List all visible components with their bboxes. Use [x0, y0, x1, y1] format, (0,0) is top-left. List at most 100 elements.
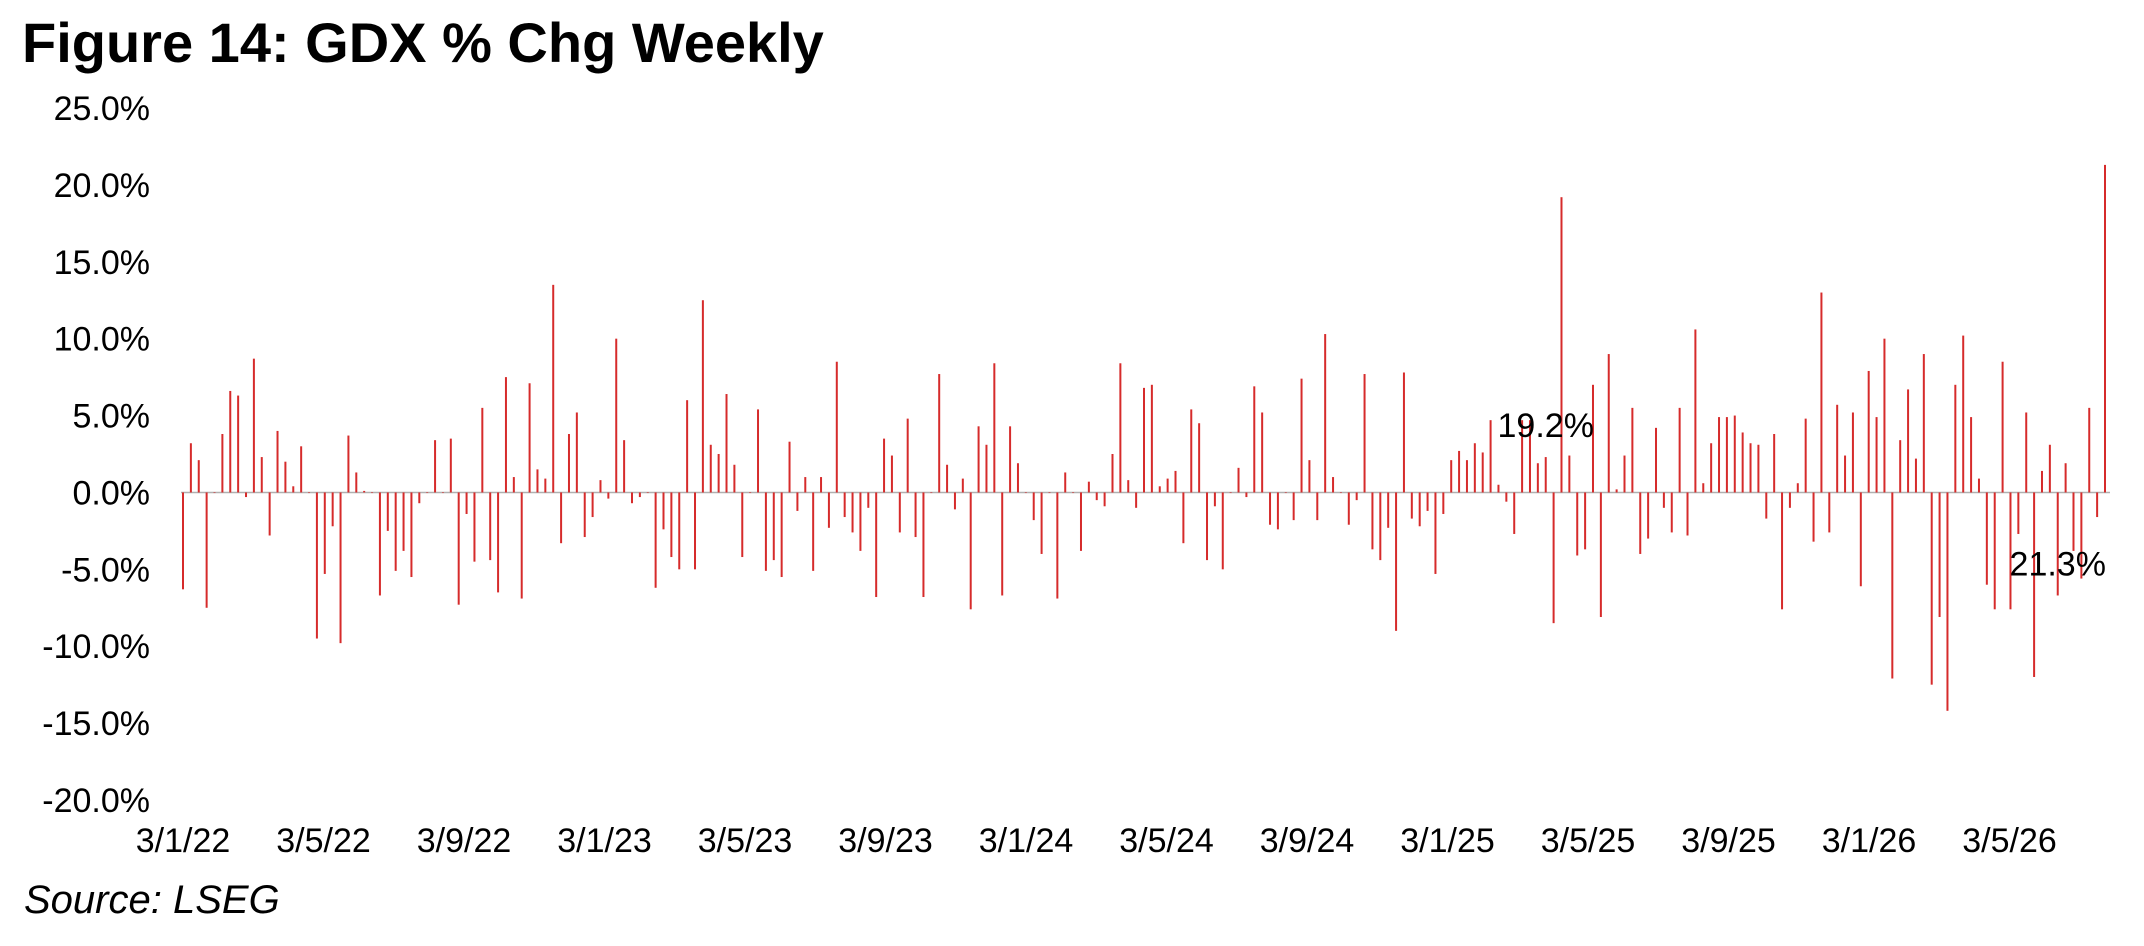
bar: [434, 440, 437, 493]
bar: [654, 492, 657, 588]
bar: [1749, 443, 1752, 493]
bar: [1781, 492, 1784, 610]
bar: [1623, 455, 1626, 493]
bar: [741, 492, 744, 558]
y-tick-label: 10.0%: [54, 321, 150, 359]
bar: [1442, 492, 1445, 514]
bar: [497, 492, 500, 593]
bar: [883, 438, 886, 493]
bar: [1513, 492, 1516, 534]
bar: [1245, 492, 1248, 498]
bar: [512, 477, 515, 493]
bar: [2056, 492, 2059, 596]
bar: [835, 361, 838, 493]
bar: [1174, 470, 1177, 493]
bar: [599, 480, 602, 493]
bar: [1828, 492, 1831, 533]
bar: [1355, 492, 1358, 501]
bar: [1954, 384, 1957, 493]
bar: [520, 492, 523, 599]
bar: [284, 461, 287, 493]
bar: [378, 492, 381, 596]
bar: [2080, 492, 2083, 579]
x-tick-label: 3/9/24: [1260, 822, 1355, 860]
bar: [646, 492, 649, 494]
bar: [993, 363, 996, 493]
bar: [1773, 434, 1776, 493]
bar: [2048, 444, 2051, 493]
x-tick-label: 3/9/23: [838, 822, 933, 860]
y-axis-tick-labels: 25.0% 20.0% 15.0% 10.0% 5.0% 0.0% -5.0% -10.0% -…: [42, 90, 150, 820]
bar: [1253, 386, 1256, 493]
bar: [1718, 417, 1721, 493]
y-tick-label: -20.0%: [42, 782, 150, 820]
bar: [205, 492, 208, 608]
bar: [268, 492, 271, 536]
bar: [985, 444, 988, 493]
bar: [1694, 329, 1697, 493]
bar: [1481, 452, 1484, 493]
bar: [1804, 418, 1807, 493]
bar: [812, 492, 815, 571]
bar: [953, 492, 956, 510]
bar: [1229, 492, 1232, 494]
x-tick-label: 3/9/22: [417, 822, 512, 860]
bar: [1418, 492, 1421, 527]
bar: [197, 460, 200, 493]
bar: [733, 464, 736, 493]
bar: [300, 446, 303, 493]
bar: [1032, 492, 1035, 521]
bar: [426, 492, 429, 494]
bar: [1615, 489, 1618, 493]
chart-title: Figure 14: GDX % Chg Weekly: [22, 11, 824, 74]
bar: [1875, 417, 1878, 493]
x-tick-label: 3/1/22: [136, 822, 231, 860]
bar: [1844, 455, 1847, 493]
bar: [260, 457, 263, 493]
bar: [221, 434, 224, 493]
bar: [1182, 492, 1185, 544]
x-tick-label: 3/5/22: [276, 822, 371, 860]
bar: [1087, 481, 1090, 493]
bar: [189, 443, 192, 493]
bar: [1725, 417, 1728, 493]
bar: [694, 492, 697, 570]
peak-value-label: 21.3%: [2010, 545, 2106, 583]
bar: [1395, 492, 1398, 631]
bar: [323, 492, 326, 574]
bar: [1465, 460, 1468, 493]
bar: [875, 492, 878, 598]
x-tick-label: 3/1/23: [557, 822, 652, 860]
bar: [2025, 412, 2028, 493]
bar: [1710, 443, 1713, 493]
bar: [1458, 450, 1461, 493]
bar: [1568, 455, 1571, 493]
bar: [418, 492, 421, 504]
bar: [1135, 492, 1138, 508]
bar: [2088, 407, 2091, 493]
bar: [402, 492, 405, 551]
bar: [1269, 492, 1272, 525]
bar: [2096, 492, 2099, 518]
bar: [2017, 492, 2020, 534]
y-tick-label: -5.0%: [61, 551, 150, 589]
bar: [1387, 492, 1390, 528]
bar: [1505, 492, 1508, 502]
bar: [1284, 492, 1287, 494]
bar: [237, 395, 240, 493]
bar: [410, 492, 413, 578]
bar: [1048, 492, 1051, 494]
bar: [560, 492, 563, 544]
bar: [1072, 492, 1075, 494]
bar: [1741, 432, 1744, 493]
bar: [1686, 492, 1689, 536]
bar: [1560, 197, 1563, 493]
bar: [977, 426, 980, 493]
bar: [725, 394, 728, 493]
bar: [575, 412, 578, 493]
bar: [701, 300, 704, 493]
bar: [1064, 472, 1067, 493]
bar: [678, 492, 681, 570]
bar: [1985, 492, 1988, 585]
bar: [1316, 492, 1319, 521]
